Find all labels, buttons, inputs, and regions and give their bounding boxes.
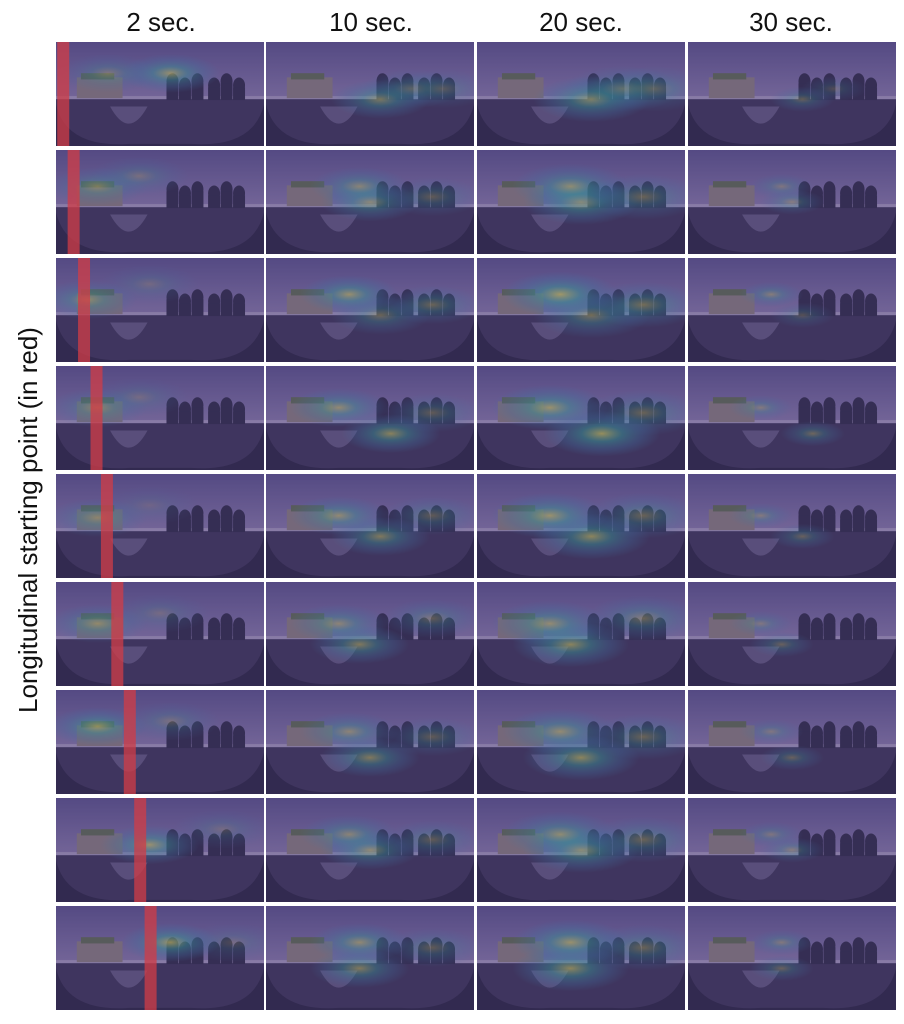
- panorama-image: [266, 798, 474, 902]
- heatmap-panel: [266, 474, 474, 578]
- heatmap-panel: [56, 150, 264, 254]
- start-marker: [134, 798, 147, 902]
- panorama-image: [688, 366, 896, 470]
- heatmap-panel: [266, 690, 474, 794]
- heatmap-panel: [688, 582, 896, 686]
- heatmap-panel: [477, 798, 685, 902]
- heatmap-panel: [477, 150, 685, 254]
- column-header-20-sec: 20 sec.: [539, 7, 623, 37]
- panorama-image: [266, 366, 474, 470]
- panorama-image: [56, 366, 264, 470]
- panorama-image: [56, 258, 264, 362]
- heatmap-panel: [56, 690, 264, 794]
- panorama-image: [266, 582, 474, 686]
- panorama-image: [56, 474, 264, 578]
- panorama-image: [477, 582, 685, 686]
- panorama-image: [688, 798, 896, 902]
- heatmap-panel: [266, 366, 474, 470]
- panorama-image: [477, 798, 685, 902]
- panorama-image: [477, 690, 685, 794]
- start-marker: [67, 150, 80, 254]
- panorama-image: [688, 906, 896, 1010]
- heatmap-panel: [56, 798, 264, 902]
- panorama-image: [56, 582, 264, 686]
- start-marker: [144, 906, 157, 1010]
- panorama-image: [56, 150, 264, 254]
- heatmap-panel: [56, 906, 264, 1010]
- panorama-image: [266, 474, 474, 578]
- panorama-image: [688, 474, 896, 578]
- panorama-image: [56, 42, 264, 146]
- column-header-2-sec: 2 sec.: [126, 7, 196, 37]
- start-marker: [111, 582, 124, 686]
- panorama-image: [477, 474, 685, 578]
- heatmap-panel: [688, 906, 896, 1010]
- heatmap-panel: [266, 798, 474, 902]
- panorama-image: [688, 258, 896, 362]
- panorama-image: [688, 690, 896, 794]
- heatmap-panel: [266, 582, 474, 686]
- start-marker: [100, 474, 113, 578]
- panorama-image: [688, 582, 896, 686]
- heatmap-panel: [688, 258, 896, 362]
- panorama-image: [56, 690, 264, 794]
- start-marker: [90, 366, 103, 470]
- heatmap-panel: [477, 906, 685, 1010]
- column-header-10-sec: 10 sec.: [329, 7, 413, 37]
- panorama-image: [266, 906, 474, 1010]
- panorama-image: [266, 150, 474, 254]
- panorama-image: [477, 258, 685, 362]
- heatmap-panel: [56, 582, 264, 686]
- heatmap-panel: [477, 42, 685, 146]
- panorama-image: [688, 42, 896, 146]
- panorama-image: [56, 798, 264, 902]
- heatmap-panel: [688, 474, 896, 578]
- heatmap-panel: [56, 474, 264, 578]
- heatmap-panel: [266, 906, 474, 1010]
- panorama-image: [266, 42, 474, 146]
- heatmap-panel: [688, 42, 896, 146]
- heatmap-panel: [477, 474, 685, 578]
- panorama-image: [477, 150, 685, 254]
- panorama-image: [477, 42, 685, 146]
- heatmap-panel: [56, 366, 264, 470]
- panorama-image: [477, 366, 685, 470]
- heatmap-panel: [688, 150, 896, 254]
- heatmap-panel: [56, 42, 264, 146]
- heatmap-panel: [477, 366, 685, 470]
- panorama-image: [688, 150, 896, 254]
- heatmap-panel: [477, 258, 685, 362]
- heatmap-panel: [266, 258, 474, 362]
- start-marker: [123, 690, 136, 794]
- heatmap-panel: [266, 150, 474, 254]
- heatmap-panel: [688, 690, 896, 794]
- heatmap-panel: [56, 258, 264, 362]
- panorama-image: [56, 906, 264, 1010]
- heatmap-panel: [266, 42, 474, 146]
- heatmap-panel: [688, 798, 896, 902]
- start-marker: [78, 258, 91, 362]
- panorama-image: [477, 906, 685, 1010]
- heatmap-panel: [477, 690, 685, 794]
- panorama-image: [266, 690, 474, 794]
- heatmap-panel: [477, 582, 685, 686]
- panorama-image: [266, 258, 474, 362]
- heatmap-panel: [688, 366, 896, 470]
- start-marker: [57, 42, 70, 146]
- column-header-30-sec: 30 sec.: [749, 7, 833, 37]
